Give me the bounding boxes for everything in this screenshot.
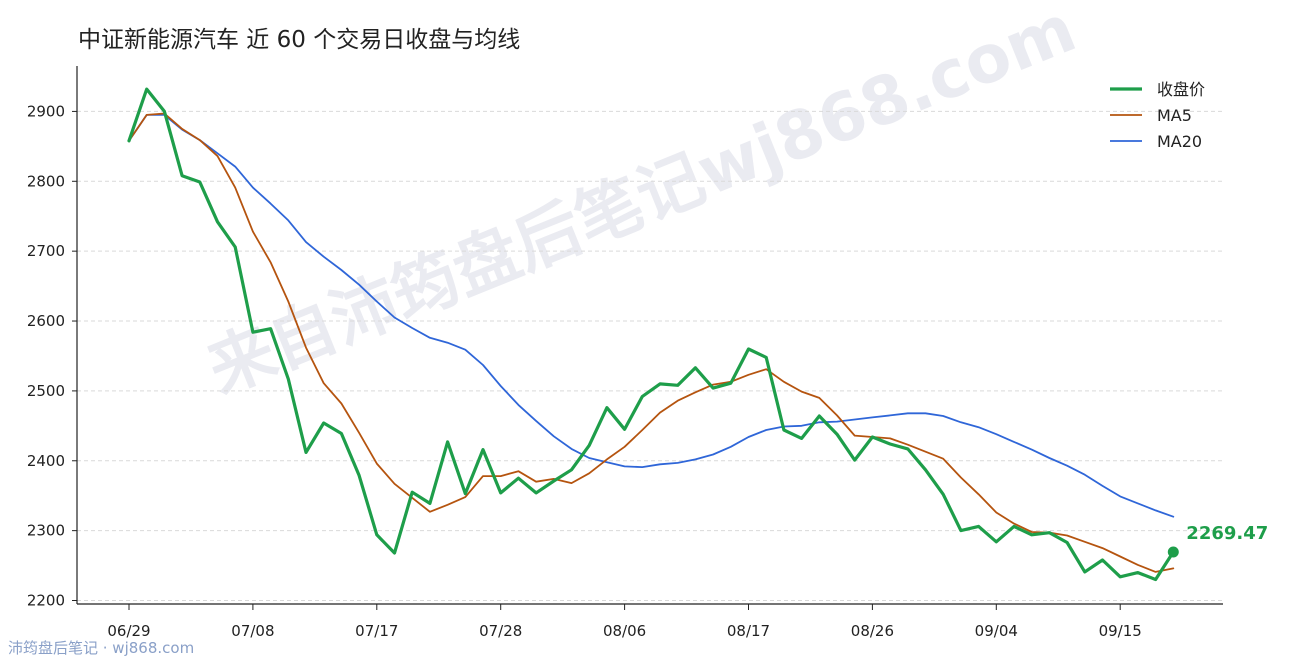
- chart-title: 中证新能源汽车 近 60 个交易日收盘与均线: [78, 27, 521, 53]
- legend-ma20-label: MA20: [1157, 132, 1202, 151]
- y-tick-label: 2600: [27, 312, 65, 330]
- ma20-line: [128, 114, 1175, 518]
- legend-ma5-label: MA5: [1157, 106, 1192, 125]
- y-tick-label: 2700: [27, 242, 65, 260]
- close-price-line: [127, 87, 1175, 582]
- x-tick-label: 08/17: [727, 622, 770, 640]
- x-tick-label: 09/15: [1099, 622, 1142, 640]
- x-tick-label: 06/29: [107, 622, 150, 640]
- legend-close-label: 收盘价: [1157, 80, 1205, 99]
- y-tick-label: 2800: [27, 172, 65, 190]
- footer-watermark: 沛筠盘后笔记 · wj868.com: [8, 639, 195, 657]
- y-tick-label: 2300: [27, 522, 65, 540]
- last-close-marker: [1167, 546, 1179, 558]
- watermark-text: 来自沛筠盘后笔记wj868.com: [197, 0, 1086, 409]
- y-tick-label: 2900: [27, 102, 65, 120]
- x-tick-label: 07/28: [479, 622, 522, 640]
- y-tick-label: 2200: [27, 592, 65, 610]
- grid-layer: [77, 110, 1223, 602]
- last-close-label: 2269.47: [1186, 523, 1268, 544]
- x-tick-label: 07/08: [231, 622, 274, 640]
- x-tick-label: 08/06: [603, 622, 646, 640]
- axes-layer: 2200 2300 2400 2500 2600 2700 2800 2900 06/29 07/…: [27, 66, 1223, 640]
- series-layer: 2269.47: [127, 87, 1268, 582]
- watermark-layer: 来自沛筠盘后笔记wj868.com: [197, 0, 1086, 409]
- legend: 收盘价 MA5 MA20: [1110, 80, 1205, 151]
- y-tick-label: 2400: [27, 452, 65, 470]
- x-tick-label: 09/04: [975, 622, 1018, 640]
- ma5-line: [128, 112, 1175, 573]
- x-tick-label: 08/26: [851, 622, 894, 640]
- y-tick-label: 2500: [27, 382, 65, 400]
- x-tick-label: 07/17: [355, 622, 398, 640]
